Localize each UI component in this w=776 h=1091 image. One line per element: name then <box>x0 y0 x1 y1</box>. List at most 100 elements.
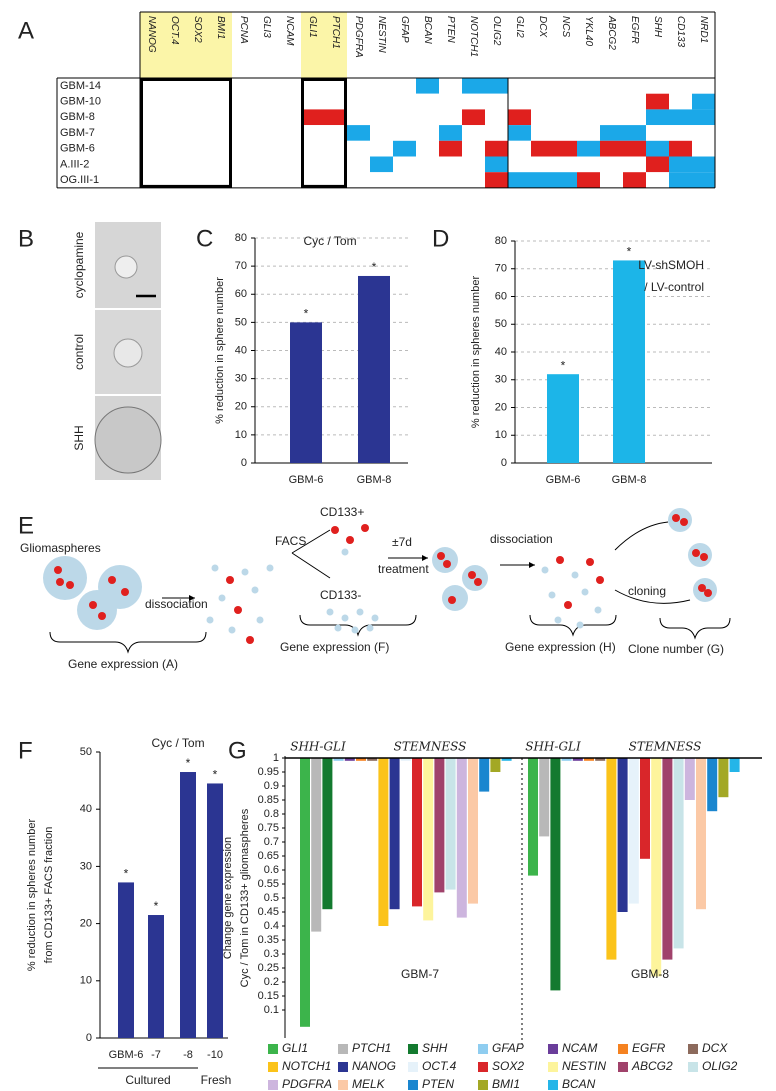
legend-swatch <box>618 1062 628 1072</box>
column-label: PDGFRA <box>353 16 364 58</box>
heatmap-cell <box>416 78 439 94</box>
cell <box>468 571 476 579</box>
cell <box>366 624 374 632</box>
heatmap-cell <box>462 156 485 173</box>
legend-label: NANOG <box>352 1059 396 1073</box>
y-tick-label: 20 <box>495 401 507 413</box>
diagram-label: Gene expression (F) <box>280 640 389 654</box>
legend-swatch <box>338 1080 348 1090</box>
sphere <box>688 543 712 567</box>
highlight-box <box>301 78 347 188</box>
heatmap-cell <box>669 172 692 188</box>
diagram-label: CD133+ <box>320 505 364 519</box>
y-tick-label: 0.85 <box>258 794 279 806</box>
bar <box>550 758 561 991</box>
cell <box>234 606 242 614</box>
legend-swatch <box>268 1062 278 1072</box>
y-axis-title: Cyc / Tom in CD133+ gliomaspheres <box>239 808 251 987</box>
heatmap-cell <box>692 109 715 126</box>
y-tick-label: 0.95 <box>258 766 279 778</box>
column-label: SOX2 <box>192 16 203 43</box>
heatmap-cell <box>301 156 324 173</box>
heatmap-cell <box>554 78 577 94</box>
heatmap-cell <box>370 156 393 173</box>
heatmap-cell <box>140 78 163 94</box>
heatmap-cell <box>439 93 462 110</box>
bar <box>322 758 333 910</box>
bar <box>367 758 378 761</box>
heatmap-cell <box>209 109 232 126</box>
heatmap-cell <box>232 93 255 110</box>
y-tick-label: 60 <box>235 288 247 300</box>
bar <box>344 758 355 761</box>
heatmap-cell <box>692 140 715 157</box>
heatmap-cell <box>439 140 462 157</box>
legend-label: GFAP <box>492 1041 524 1055</box>
heatmap-cell <box>508 156 531 173</box>
heatmap-cell <box>485 156 508 173</box>
heatmap-cell <box>347 78 370 94</box>
heatmap-cell <box>600 172 623 188</box>
legend-label: MELK <box>352 1077 386 1091</box>
diagram-label: Clone number (G) <box>628 642 724 656</box>
heatmap-cell <box>370 140 393 157</box>
bar <box>378 758 389 926</box>
sphere <box>114 255 138 279</box>
heatmap-cell <box>508 78 531 94</box>
column-label: DCX <box>537 16 548 37</box>
y-axis-title: % reduction in sphere number <box>214 277 226 424</box>
heatmap-cell <box>140 172 163 188</box>
y-tick-label: 0 <box>241 457 247 469</box>
bar <box>640 758 650 859</box>
heatmap-cell <box>324 156 347 173</box>
heatmap-cell <box>209 78 232 94</box>
legend-swatch <box>688 1044 698 1054</box>
bar <box>718 758 729 798</box>
column-label: GLI2 <box>514 16 525 38</box>
y-tick-label: 60 <box>495 290 507 302</box>
legend-swatch <box>478 1080 488 1090</box>
heatmap-cell <box>232 172 255 188</box>
y-axis-title: from CD133+ FACS fraction <box>43 827 55 964</box>
heatmap-cell <box>692 156 715 173</box>
heatmap-cell <box>600 125 623 141</box>
heatmap-cell <box>554 93 577 110</box>
heatmap-cell <box>669 125 692 141</box>
heatmap-cell <box>278 93 301 110</box>
heatmap-cell <box>393 109 416 126</box>
heatmap-cell <box>623 78 646 94</box>
heatmap-cell <box>646 93 669 110</box>
heatmap-cell <box>393 156 416 173</box>
cell <box>556 556 564 564</box>
heatmap-cell <box>255 172 278 188</box>
bar <box>539 758 550 837</box>
legend-label: SOX2 <box>492 1059 524 1073</box>
x-tick-label: -10 <box>207 1049 223 1061</box>
legend-swatch <box>408 1044 418 1054</box>
bar <box>595 758 606 761</box>
heatmap-cell <box>186 109 209 126</box>
heatmap-cell <box>600 109 623 126</box>
row-label: GBM-10 <box>60 95 101 107</box>
heatmap-cell <box>462 78 485 94</box>
bar <box>501 758 512 761</box>
bar <box>118 882 134 1038</box>
cell <box>251 586 259 594</box>
cell <box>576 621 584 629</box>
y-tick-label: 0.2 <box>264 976 279 988</box>
cell <box>218 594 226 602</box>
annotation: * <box>561 358 566 372</box>
bar <box>528 758 538 876</box>
chart-title: LV-shSMOH <box>638 258 704 272</box>
cell <box>341 614 349 622</box>
bar <box>684 758 695 800</box>
x-tick-label: -7 <box>151 1049 161 1061</box>
legend-label: PTEN <box>422 1077 454 1091</box>
cell <box>226 576 234 584</box>
heatmap-cell <box>646 140 669 157</box>
legend-swatch <box>338 1044 348 1054</box>
heatmap-cell <box>301 109 324 126</box>
y-tick-label: 50 <box>235 316 247 328</box>
heatmap-cell <box>324 78 347 94</box>
y-axis-title: % reduction in spheres number <box>470 276 482 429</box>
